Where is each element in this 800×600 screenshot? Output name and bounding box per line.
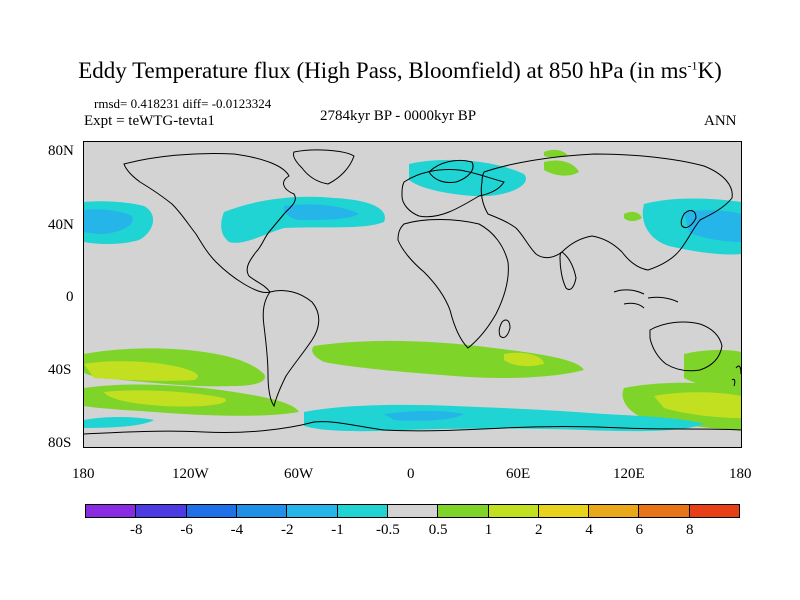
- map-svg: [84, 149, 741, 435]
- colorbar-swatch: [487, 504, 539, 518]
- colorbar-label: 2: [535, 522, 543, 538]
- coastlines: [84, 149, 741, 435]
- lat-label-80s: 80S: [48, 435, 72, 451]
- lon-label-120e: 120E: [613, 466, 645, 482]
- lon-label-180w: 180: [72, 466, 95, 482]
- colorbar-swatch: [386, 504, 439, 518]
- colorbar-label: 8: [685, 522, 694, 538]
- lat-label-80n: 80N: [48, 143, 74, 159]
- colorbar-swatch: [235, 504, 288, 518]
- stats-text: rmsd= 0.418231 diff= -0.0123324: [94, 96, 272, 111]
- anomaly-shading: [84, 149, 741, 432]
- colorbar-label: 4: [585, 522, 593, 538]
- lat-label-40s: 40S: [48, 362, 72, 378]
- experiment-label: Expt = teWTG-tevta1: [84, 113, 215, 129]
- period-label: 2784kyr BP - 0000kyr BP: [320, 108, 477, 124]
- colorbar-label: -1: [331, 522, 344, 538]
- title-text: Eddy Temperature flux (High Pass, Bloomf…: [78, 58, 688, 83]
- colorbar-label: -2: [280, 522, 294, 538]
- colorbar-label: 0.5: [428, 522, 448, 538]
- map-panel: [83, 141, 742, 448]
- lon-label-180e: 180: [729, 466, 752, 482]
- colorbar-swatch: [185, 504, 237, 518]
- colorbar-label: -4: [230, 522, 244, 538]
- colorbar-swatch: [537, 504, 590, 518]
- lon-label-60e: 60E: [506, 466, 531, 482]
- colorbar-label: 6: [635, 522, 644, 538]
- season-label: ANN: [704, 113, 737, 129]
- colorbar-swatch: [286, 504, 338, 518]
- colorbar-swatch: [437, 504, 489, 518]
- lon-label-120w: 120W: [172, 466, 209, 482]
- colorbar-swatch: [688, 504, 741, 518]
- lon-label-60w: 60W: [284, 466, 314, 482]
- colorbar-swatch: [85, 504, 137, 518]
- colorbar-swatch: [135, 504, 187, 518]
- lat-label-40n: 40N: [48, 217, 74, 233]
- colorbar-swatch: [336, 504, 388, 518]
- colorbar-swatch: [638, 504, 690, 518]
- colorbar-label: 1: [484, 522, 493, 538]
- colorbar-label: -6: [180, 522, 193, 538]
- lon-label-0: 0: [407, 466, 415, 482]
- lat-label-0: 0: [66, 289, 74, 305]
- title-end: K): [697, 58, 722, 83]
- title-superscript: -1: [687, 58, 698, 73]
- colorbar-label: -8: [130, 522, 143, 538]
- colorbar-label: -0.5: [375, 522, 400, 538]
- colorbar: [85, 504, 741, 518]
- plot-title: Eddy Temperature flux (High Pass, Bloomf…: [0, 58, 800, 84]
- colorbar-swatch: [588, 504, 640, 518]
